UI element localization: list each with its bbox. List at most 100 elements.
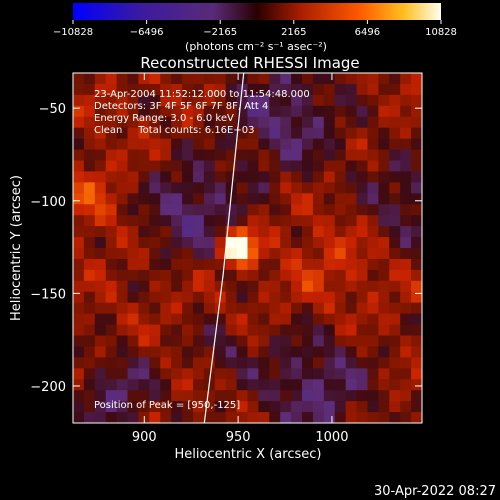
heatmap-cell bbox=[116, 401, 129, 413]
heatmap-cell bbox=[171, 193, 183, 205]
heatmap-cell bbox=[94, 324, 107, 337]
colorbar-tick-labels: −10828 −6496 −2165 2165 6496 10828 bbox=[53, 27, 457, 38]
heatmap-cell bbox=[160, 248, 172, 260]
heatmap-cell bbox=[312, 171, 325, 183]
heatmap-cell bbox=[312, 368, 325, 380]
heatmap-cell bbox=[258, 313, 270, 326]
heatmap-cell bbox=[127, 204, 140, 216]
heatmap-cell bbox=[302, 215, 314, 227]
heatmap-cell bbox=[94, 83, 107, 96]
heatmap-cell bbox=[192, 138, 205, 151]
heatmap-cell bbox=[73, 83, 85, 96]
heatmap-cell bbox=[258, 193, 270, 205]
heatmap-cell bbox=[411, 149, 422, 162]
heatmap-cell bbox=[291, 204, 303, 216]
heatmap-cell bbox=[345, 313, 358, 326]
heatmap-cell bbox=[160, 379, 172, 391]
annotation-time-range: 23-Apr-2004 11:52:12.000 to 11:54:48.000 bbox=[94, 89, 310, 100]
heatmap-cell bbox=[203, 269, 216, 282]
heatmap-cell bbox=[236, 127, 249, 140]
heatmap-cell bbox=[94, 368, 107, 380]
heatmap-cell bbox=[291, 94, 303, 107]
y-axis-label: Heliocentric Y (arcsec) bbox=[9, 175, 24, 321]
heatmap-cell bbox=[312, 324, 325, 337]
heatmap-cell bbox=[138, 182, 150, 194]
heatmap-cell bbox=[280, 83, 292, 96]
heatmap-cell bbox=[247, 302, 260, 315]
heatmap-cell bbox=[105, 182, 118, 194]
heatmap-cell bbox=[312, 302, 325, 315]
heatmap-cell bbox=[171, 226, 183, 238]
axis-ticks bbox=[73, 73, 422, 423]
heatmap-cell bbox=[258, 346, 270, 358]
heatmap-cell bbox=[378, 412, 390, 423]
heatmap-cell bbox=[411, 193, 422, 205]
heatmap-cell bbox=[356, 412, 369, 423]
heatmap-cell bbox=[302, 280, 314, 293]
heatmap-cell bbox=[127, 302, 140, 315]
heatmap-cell bbox=[192, 73, 205, 85]
heatmap-cell bbox=[203, 127, 216, 140]
heatmap-cell bbox=[160, 160, 172, 173]
heatmap-cell bbox=[291, 160, 303, 173]
heatmap-cell bbox=[389, 105, 401, 118]
heatmap-cell bbox=[73, 324, 85, 337]
heatmap-cell bbox=[149, 226, 161, 238]
heatmap-cell bbox=[345, 160, 358, 173]
heatmap-cell bbox=[83, 215, 96, 227]
heatmap-cell bbox=[302, 401, 314, 413]
heatmap-cell bbox=[378, 379, 390, 391]
heatmap-cell bbox=[389, 379, 401, 391]
heatmap-cell bbox=[105, 390, 118, 402]
heatmap-cell bbox=[258, 401, 270, 413]
heatmap-cell bbox=[127, 149, 140, 162]
heatmap-cell bbox=[214, 368, 227, 380]
heatmap-cell bbox=[367, 258, 379, 271]
heatmap-cell bbox=[323, 291, 336, 304]
heatmap-cell bbox=[149, 280, 161, 293]
heatmap-cell bbox=[312, 291, 325, 304]
heatmap-cell bbox=[356, 379, 369, 391]
heatmap-cell bbox=[280, 193, 292, 205]
heatmap-cell bbox=[269, 291, 281, 304]
heatmap-cell bbox=[323, 215, 336, 227]
heatmap-cell bbox=[334, 182, 347, 194]
heatmap-cell bbox=[160, 127, 172, 140]
heatmap-cell bbox=[182, 171, 194, 183]
heatmap-cell bbox=[302, 324, 314, 337]
heatmap-cell bbox=[389, 94, 401, 107]
heatmap-cell bbox=[214, 138, 227, 151]
heatmap-cell bbox=[334, 116, 347, 129]
heatmap-cell bbox=[258, 171, 270, 183]
heatmap-cell bbox=[312, 94, 325, 107]
heatmap-cell bbox=[94, 291, 107, 304]
heatmap-cell bbox=[258, 324, 270, 337]
heatmap-cell bbox=[345, 368, 358, 380]
heatmap-cell bbox=[280, 280, 292, 293]
heatmap-cell bbox=[367, 204, 379, 216]
heatmap-cell bbox=[160, 302, 172, 315]
heatmap-cell bbox=[367, 335, 379, 348]
heatmap-cell bbox=[247, 368, 260, 380]
heatmap-cell bbox=[302, 390, 314, 402]
heatmap-cell bbox=[302, 258, 314, 271]
heatmap-cell bbox=[367, 171, 379, 183]
heatmap-cell bbox=[312, 105, 325, 118]
heatmap-cell bbox=[367, 138, 379, 151]
heatmap-cell bbox=[192, 357, 205, 369]
heatmap-cell bbox=[236, 138, 249, 151]
heatmap-cell bbox=[236, 193, 249, 205]
heatmap-cell bbox=[225, 116, 238, 129]
heatmap-cell bbox=[94, 237, 107, 249]
heatmap-cell bbox=[160, 313, 172, 326]
heatmap-cell bbox=[345, 73, 358, 85]
heatmap-cell bbox=[105, 324, 118, 337]
heatmap-cell bbox=[280, 248, 292, 260]
heatmap-cell bbox=[192, 313, 205, 326]
heatmap-cell bbox=[291, 215, 303, 227]
heatmap-cell bbox=[236, 302, 249, 315]
heatmap-cell bbox=[269, 280, 281, 293]
heatmap-cell bbox=[312, 379, 325, 391]
heatmap-cell bbox=[105, 302, 118, 315]
heatmap-cell bbox=[269, 226, 281, 238]
